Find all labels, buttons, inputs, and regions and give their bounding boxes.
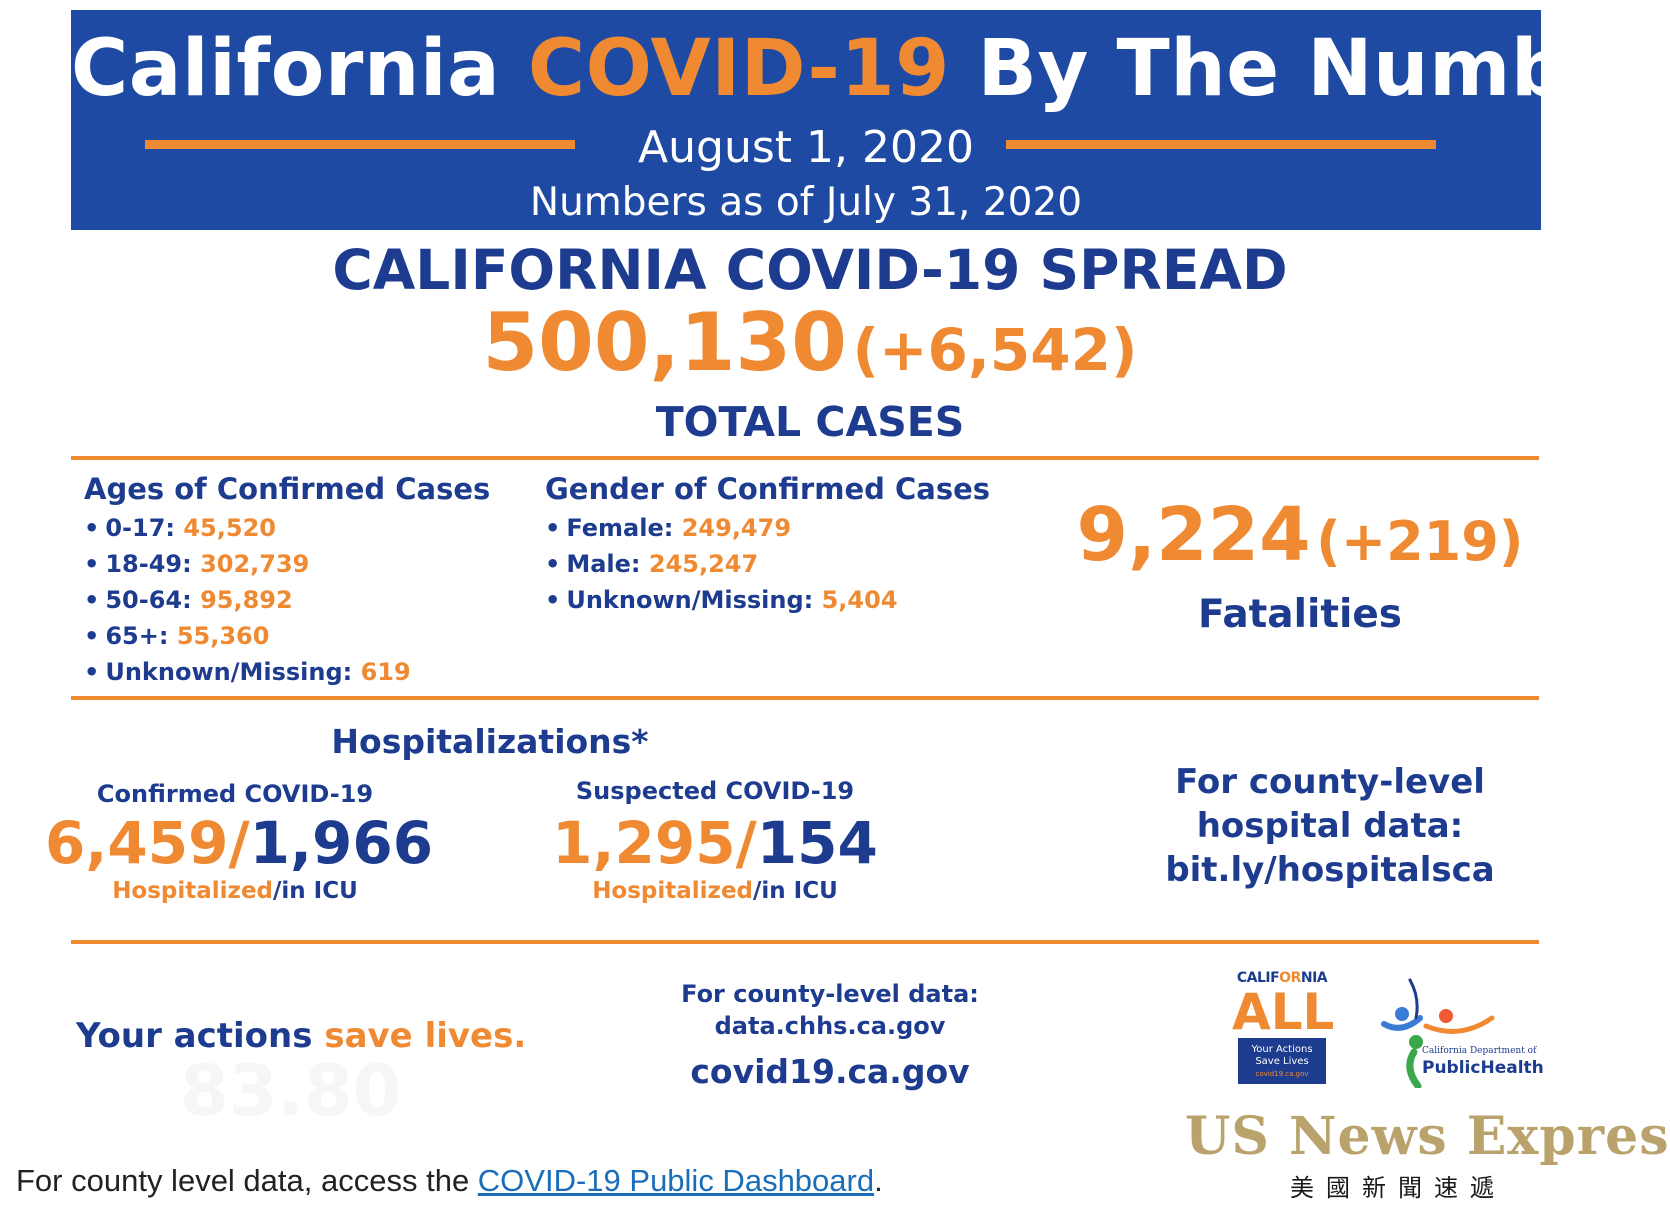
total-cases-label: TOTAL CASES (655, 398, 965, 446)
fatalities-figure: 9,224 (+219) (1040, 492, 1560, 578)
fatalities-label: Fatalities (1197, 592, 1403, 637)
confirmed-figures: 6,459/1,966 (45, 809, 434, 877)
ages-section: Ages of Confirmed Cases • 0-17: 45,520 • 1… (84, 472, 490, 690)
list-item: • 18-49: 302,739 (84, 550, 310, 578)
title-by-the-numbers: By The Numbers (977, 24, 1670, 114)
list-item: • Unknown/Missing: 5,404 (545, 586, 898, 614)
cdph-people-icon (1381, 978, 1495, 1090)
faded-background-text: 83.80 (180, 1050, 402, 1132)
ages-list: • 0-17: 45,520 • 18-49: 302,739 • 50-64: 95… (84, 510, 490, 690)
suspected-hospitalizations: Suspected COVID-19 1,295/154 Hospitalize… (525, 777, 905, 904)
fatalities-increase: (+219) (1316, 510, 1524, 573)
header-banner: California COVID-19 By The Numbers Augus… (71, 10, 1670, 230)
gender-list: • Female: 249,479 • Male: 245,247 • Unknown… (545, 510, 990, 618)
covid-site-link[interactable]: covid19.ca.gov (690, 1052, 970, 1091)
list-item: • 65+: 55,360 (84, 622, 270, 650)
title-california: California (71, 24, 501, 114)
confirmed-heading: Confirmed COVID-19 (96, 780, 374, 808)
dashboard-link[interactable]: COVID-19 Public Dashboard (477, 1163, 875, 1198)
hospitalizations-heading: Hospitalizations* (331, 722, 649, 761)
watermark-subtitle: 美國新聞速遞 (1290, 1174, 1506, 1202)
total-cases-value: 500,130 (482, 296, 847, 389)
county-data-info: For county-level data: data.chhs.ca.gov (660, 978, 1000, 1042)
list-item: • Unknown/Missing: 619 (84, 658, 411, 686)
suspected-heading: Suspected COVID-19 (575, 777, 855, 805)
hospital-data-link[interactable]: bit.ly/hospitalsca (1165, 850, 1495, 890)
gender-heading: Gender of Confirmed Cases (545, 472, 991, 506)
section-divider (71, 940, 1539, 944)
suspected-subtitle: Hospitalized/in ICU (592, 878, 838, 904)
cdph-logo: California Department of PublicHealth (1380, 978, 1560, 1090)
county-hospital-data: For county-level hospital data: bit.ly/h… (1110, 760, 1550, 892)
gender-section: Gender of Confirmed Cases • Female: 249,4… (545, 472, 990, 618)
numbers-as-of: Numbers as of July 31, 2020 (529, 180, 1083, 225)
spread-heading: CALIFORNIA COVID-19 SPREAD (332, 238, 1288, 302)
confirmed-subtitle: Hospitalized/in ICU (112, 878, 358, 904)
county-data-link[interactable]: data.chhs.ca.gov (714, 1012, 946, 1040)
banner-divider-left (145, 140, 575, 149)
fatalities-value: 9,224 (1076, 492, 1311, 578)
list-item: • 50-64: 95,892 (84, 586, 293, 614)
banner-divider-right (1006, 140, 1436, 149)
report-date: August 1, 2020 (638, 122, 974, 173)
list-item: • Male: 245,247 (545, 550, 759, 578)
total-cases-figure: 500,130 (+6,542) (0, 296, 1620, 389)
list-item: • 0-17: 45,520 (84, 514, 276, 542)
confirmed-hospitalizations: Confirmed COVID-19 6,459/1,966 Hospitali… (45, 780, 434, 904)
list-item: • Female: 249,479 (545, 514, 792, 542)
total-cases-increase: (+6,542) (852, 316, 1138, 384)
ages-heading: Ages of Confirmed Cases (84, 472, 491, 506)
section-divider (71, 456, 1539, 460)
page-title: California COVID-19 By The Numbers (71, 24, 1670, 114)
dashboard-note: For county level data, access the COVID-… (16, 1163, 883, 1198)
slogan: Your actions save lives. (76, 1016, 527, 1056)
title-covid: COVID-19 (527, 24, 950, 114)
suspected-figures: 1,295/154 (552, 809, 878, 877)
watermark-title: US News Express (1185, 1106, 1670, 1167)
section-divider (71, 696, 1539, 700)
california-all-logo: CALIFORNIA ALL Your Actions Save Lives c… (1232, 970, 1334, 1084)
